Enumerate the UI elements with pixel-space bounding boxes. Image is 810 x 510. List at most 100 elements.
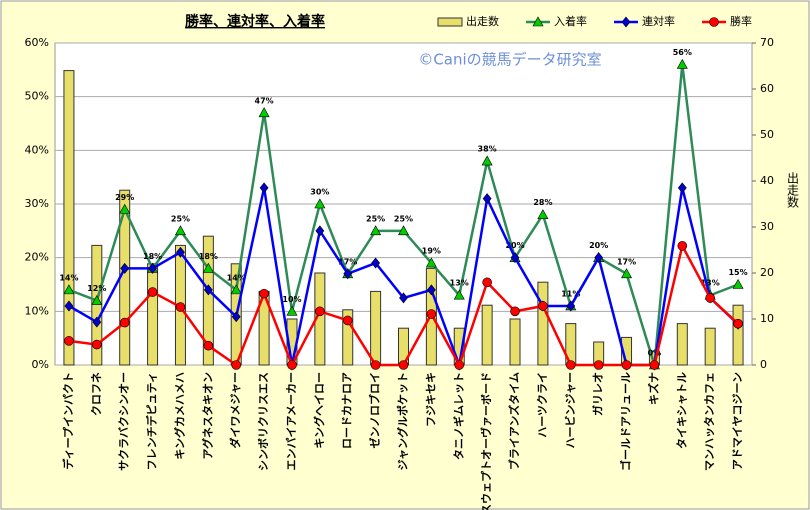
- point: [621, 268, 633, 279]
- point: [64, 300, 74, 312]
- annotation: ©Caniの競馬データ研究室: [418, 51, 601, 69]
- point: [677, 182, 687, 194]
- y2-axis-label: 出走数: [786, 172, 800, 209]
- value-label: 25%: [171, 214, 190, 223]
- x-tick-label: スウェプトオーヴァーボード: [479, 372, 493, 510]
- point: [231, 311, 241, 323]
- point: [148, 262, 157, 274]
- point: [286, 305, 298, 316]
- x-tick-label: ゴールドアリュール: [619, 372, 633, 471]
- point: [676, 58, 688, 69]
- point: [176, 246, 185, 258]
- value-label: 17%: [617, 257, 636, 266]
- point: [119, 317, 130, 328]
- x-tick-label: ガリレオ: [591, 372, 605, 416]
- point: [91, 294, 103, 305]
- bar: [370, 290, 382, 366]
- point: [733, 318, 743, 329]
- point: [370, 225, 382, 236]
- y2-tick-label: 40: [760, 174, 774, 187]
- legend-label: 勝率: [730, 14, 752, 28]
- y-tick-label: 60%: [25, 36, 49, 49]
- bar: [342, 309, 354, 366]
- x-tick-label: ジャングルポケット: [396, 372, 410, 470]
- legend-label: 連対率: [642, 14, 675, 28]
- point: [453, 289, 465, 300]
- value-label: 20%: [505, 241, 524, 250]
- x-tick-label: タイキシャトル: [675, 372, 688, 449]
- point: [315, 225, 325, 237]
- point: [230, 284, 242, 295]
- x-tick-label: ダイワメジャー: [228, 372, 242, 448]
- point: [258, 107, 270, 118]
- x-tick-label: シンボリクリスエス: [256, 372, 270, 471]
- y2-tick-label: 70: [760, 36, 774, 49]
- value-label: 13%: [450, 279, 469, 288]
- y-tick-label: 50%: [25, 90, 49, 103]
- x-tick-label: アドマイヤコジーン: [731, 372, 744, 470]
- point: [63, 284, 75, 295]
- point: [343, 268, 353, 280]
- x-tick-label: マンハッタンカフェ: [703, 372, 716, 471]
- value-label: 19%: [422, 247, 441, 256]
- x-tick-label: エンパイアメーカー: [285, 372, 298, 470]
- x-tick-label: クロフネ: [90, 372, 103, 416]
- point: [732, 278, 744, 289]
- bar: [481, 304, 493, 366]
- value-label: 38%: [478, 145, 497, 154]
- bar: [202, 235, 214, 366]
- point: [92, 316, 102, 328]
- bar: [509, 318, 521, 366]
- value-label: 18%: [199, 252, 218, 261]
- bar: [732, 304, 744, 366]
- point: [426, 309, 437, 319]
- x-tick-label: サクラバクシンオー: [118, 372, 131, 471]
- value-label: 13%: [701, 279, 720, 288]
- point: [175, 302, 186, 312]
- y-tick-label: 0%: [32, 358, 49, 371]
- y-tick-label: 40%: [25, 143, 49, 156]
- y-tick-label: 10%: [25, 304, 49, 317]
- point: [565, 360, 576, 370]
- point: [174, 225, 186, 236]
- point: [92, 339, 102, 350]
- value-label: 25%: [394, 214, 413, 223]
- bar: [704, 327, 716, 366]
- point: [314, 198, 326, 209]
- y2-tick-label: 50: [760, 128, 774, 141]
- x-tick-label: ハービンジャー: [563, 372, 577, 448]
- point: [426, 284, 436, 296]
- point: [399, 292, 408, 304]
- value-label: 18%: [143, 252, 162, 261]
- x-tick-label: キングヘイロー: [312, 372, 326, 449]
- legend-label: 入着率: [554, 14, 587, 28]
- legend-marker: [709, 17, 719, 27]
- value-label: 29%: [115, 193, 134, 202]
- x-tick-label: フジキセキ: [424, 372, 437, 427]
- legend-marker: [621, 16, 631, 28]
- point: [202, 262, 214, 273]
- point: [705, 293, 715, 303]
- point: [482, 277, 492, 288]
- point: [397, 225, 410, 236]
- y2-tick-label: 30: [760, 220, 774, 233]
- y-tick-label: 30%: [25, 197, 49, 210]
- value-label: 11%: [561, 289, 580, 298]
- bar: [63, 70, 75, 366]
- point: [119, 203, 131, 214]
- point: [538, 301, 548, 311]
- point: [510, 252, 520, 264]
- value-label: 25%: [366, 214, 385, 223]
- value-label: 15%: [728, 268, 747, 277]
- y2-tick-label: 10: [760, 312, 774, 325]
- bar: [537, 281, 549, 366]
- point: [203, 340, 214, 351]
- point: [231, 360, 242, 370]
- bar: [676, 323, 688, 366]
- point: [677, 241, 688, 251]
- x-tick-label: ハーツクライ: [536, 372, 549, 438]
- point: [203, 284, 213, 296]
- value-label: 10%: [282, 295, 301, 304]
- x-tick-label: タニノギムレット: [451, 372, 465, 460]
